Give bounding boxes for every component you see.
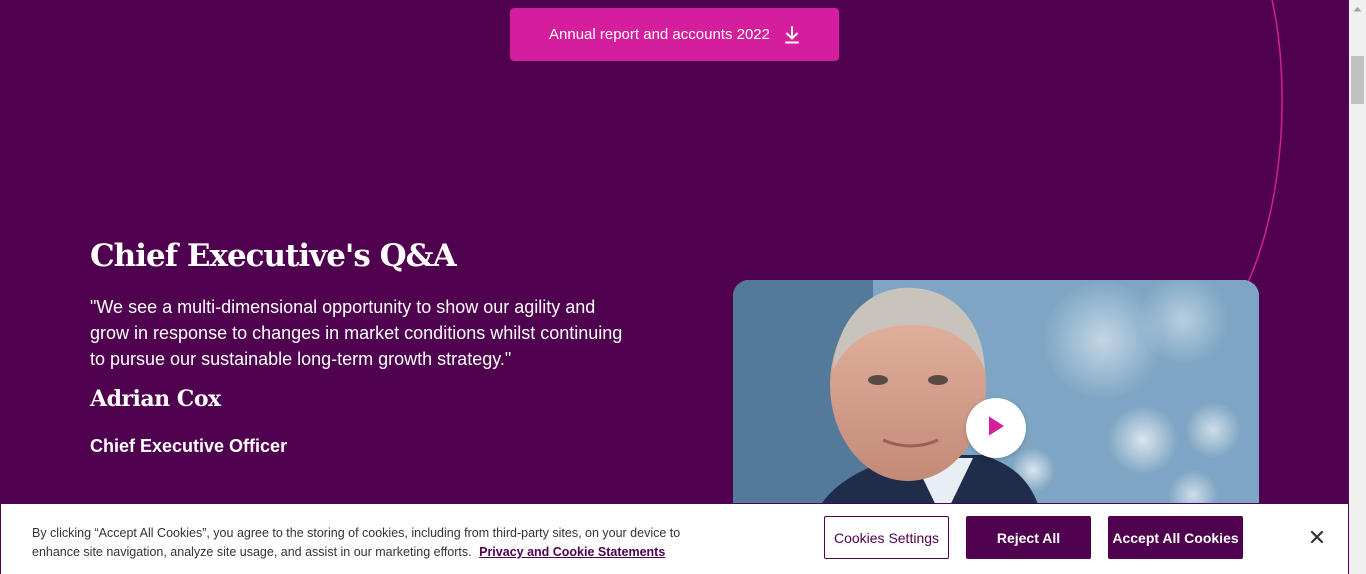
reject-all-button[interactable]: Reject All xyxy=(966,516,1091,559)
scroll-up-arrow-icon[interactable] xyxy=(1349,0,1366,17)
privacy-cookie-statements-link[interactable]: Privacy and Cookie Statements xyxy=(479,545,666,559)
annual-report-label: Annual report and accounts 2022 xyxy=(549,26,770,43)
ceo-video-thumbnail[interactable] xyxy=(733,280,1259,520)
section-title: Chief Executive's Q&A xyxy=(90,238,457,274)
cookie-consent-banner: By clicking “Accept All Cookies”, you ag… xyxy=(0,503,1349,574)
download-icon xyxy=(784,25,800,44)
close-banner-button[interactable] xyxy=(1304,526,1330,552)
accept-all-cookies-button[interactable]: Accept All Cookies xyxy=(1108,516,1243,559)
ceo-role: Chief Executive Officer xyxy=(90,436,288,456)
play-button[interactable] xyxy=(966,398,1026,458)
play-icon xyxy=(986,415,1006,442)
cookie-consent-message: By clicking “Accept All Cookies”, you ag… xyxy=(32,526,681,559)
page-scrollbar[interactable] xyxy=(1349,0,1366,574)
ceo-name: Adrian Cox xyxy=(90,386,221,412)
ceo-portrait-image xyxy=(733,280,1259,520)
ceo-quote: "We see a multi-dimensional opportunity … xyxy=(90,297,623,369)
cookies-settings-button[interactable]: Cookies Settings xyxy=(824,516,949,559)
cookie-consent-text: By clicking “Accept All Cookies”, you ag… xyxy=(32,524,722,562)
close-icon xyxy=(1310,530,1324,549)
scrollbar-thumb[interactable] xyxy=(1351,56,1364,104)
annual-report-download-button[interactable]: Annual report and accounts 2022 xyxy=(510,8,839,61)
